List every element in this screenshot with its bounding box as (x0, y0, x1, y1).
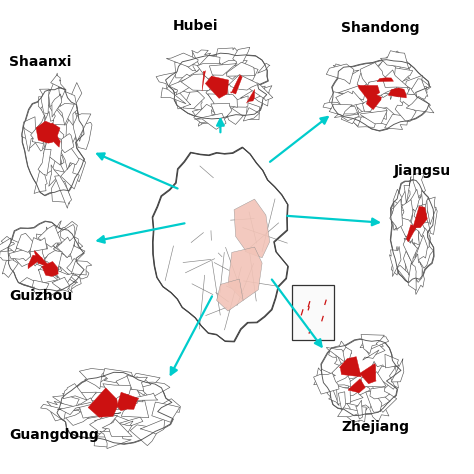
Text: Shaanxi: Shaanxi (9, 55, 72, 69)
FancyBboxPatch shape (292, 285, 334, 340)
Text: Shandong: Shandong (341, 21, 420, 36)
Text: Zhejiang: Zhejiang (341, 419, 409, 434)
Text: Hubei: Hubei (173, 19, 219, 33)
Polygon shape (228, 247, 262, 301)
Text: Jiangsu: Jiangsu (393, 164, 451, 178)
Text: Guizhou: Guizhou (9, 289, 73, 303)
Polygon shape (234, 199, 270, 258)
Polygon shape (217, 279, 243, 311)
Text: Guangdong: Guangdong (9, 428, 99, 442)
